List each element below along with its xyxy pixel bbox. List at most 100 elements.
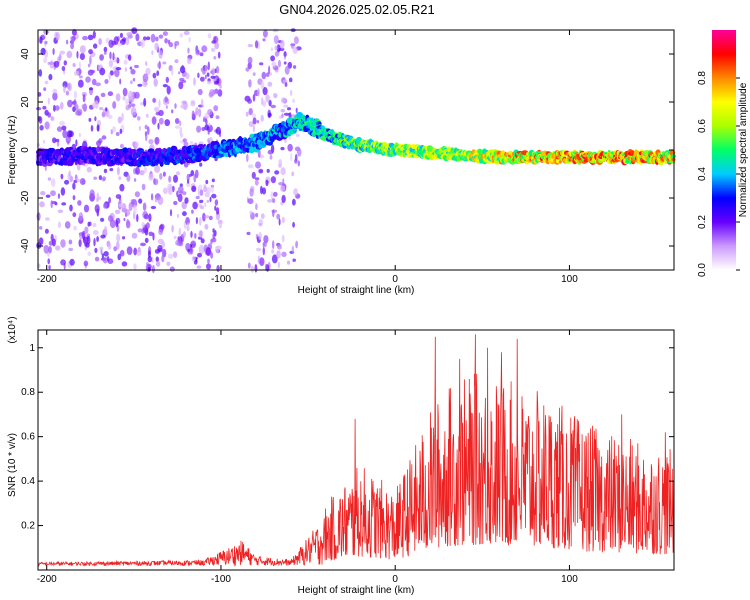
noise-cell: [73, 90, 77, 99]
noise-cell: [116, 166, 120, 176]
y-tick-label: -20: [20, 190, 31, 205]
noise-cell: [176, 213, 180, 219]
noise-cell: [281, 216, 285, 224]
noise-cell: [50, 178, 56, 187]
noise-cell: [140, 242, 146, 247]
noise-cell: [213, 80, 220, 85]
noise-cell: [87, 63, 91, 68]
noise-cell: [204, 74, 207, 80]
noise-cell: [283, 56, 286, 60]
noise-cell: [249, 210, 253, 216]
noise-cell: [182, 231, 186, 238]
noise-cell: [69, 258, 75, 266]
noise-cell: [154, 165, 161, 173]
noise-cell: [164, 38, 168, 44]
noise-cell: [55, 32, 60, 41]
noise-cell: [76, 50, 79, 59]
noise-cell: [284, 82, 288, 87]
noise-cell: [246, 153, 249, 163]
noise-cell: [158, 34, 164, 39]
noise-cell: [171, 68, 174, 76]
noise-cell: [202, 212, 206, 222]
noise-cell: [55, 138, 60, 143]
colorbar-label: Normalized spectral amplitude: [738, 82, 749, 217]
noise-cell: [123, 59, 128, 65]
y-tick-label: 40: [20, 48, 31, 60]
noise-cell: [191, 209, 194, 214]
noise-cell: [38, 69, 43, 77]
noise-cell: [164, 119, 170, 127]
noise-cell: [44, 109, 49, 116]
noise-cell: [187, 222, 190, 230]
noise-cell: [259, 257, 265, 266]
noise-cell: [207, 109, 213, 116]
noise-cell: [276, 250, 281, 259]
noise-cell: [65, 90, 70, 96]
noise-cell: [52, 238, 56, 247]
noise-cell: [198, 217, 202, 226]
noise-cell: [207, 61, 210, 71]
noise-cell: [72, 195, 76, 201]
noise-cell: [165, 105, 168, 109]
noise-cell: [178, 71, 181, 75]
noise-cell: [214, 230, 217, 237]
noise-cell: [278, 159, 283, 167]
noise-cell: [81, 230, 86, 240]
noise-cell: [63, 60, 67, 66]
noise-cell: [108, 196, 111, 204]
colorbar-ticks: 0.0 0.2 0.4 0.6 0.8: [697, 71, 740, 277]
noise-cell: [192, 201, 198, 210]
noise-cell: [56, 126, 63, 132]
noise-cell: [195, 107, 199, 115]
noise-cell: [210, 47, 216, 52]
noise-cell: [279, 115, 282, 120]
noise-cell: [294, 158, 298, 164]
snr-ylabel: SNR (10 * v/v): [7, 433, 18, 497]
noise-cell: [125, 36, 130, 46]
noise-cell: [40, 47, 46, 56]
noise-cell: [295, 240, 298, 249]
noise-cell: [122, 96, 126, 101]
noise-cell: [256, 120, 260, 124]
noise-cell: [290, 43, 294, 49]
noise-cell: [179, 120, 182, 127]
noise-cell: [282, 79, 288, 84]
noise-cell: [118, 176, 122, 181]
noise-cell: [293, 65, 297, 69]
noise-cell: [211, 237, 217, 243]
noise-cell: [107, 91, 114, 97]
noise-cell: [96, 192, 100, 200]
noise-cell: [181, 64, 185, 71]
noise-cell: [215, 126, 221, 135]
noise-cell: [44, 40, 48, 45]
noise-cell: [152, 98, 157, 103]
noise-cell: [183, 141, 189, 147]
y-tick-label: 0.2: [21, 521, 35, 532]
noise-cell: [203, 186, 208, 193]
noise-cell: [270, 47, 273, 52]
noise-cell: [52, 92, 58, 101]
noise-cell: [273, 93, 278, 99]
noise-cell: [195, 169, 199, 179]
noise-cell: [126, 174, 131, 182]
noise-cell: [166, 85, 171, 95]
noise-cell: [105, 107, 108, 112]
noise-cell: [260, 213, 265, 220]
noise-cell: [136, 248, 142, 256]
noise-cell: [96, 140, 102, 147]
noise-cell: [43, 57, 48, 64]
noise-cell: [99, 107, 104, 111]
noise-cell: [117, 253, 122, 261]
noise-cell: [266, 168, 270, 173]
noise-cell: [95, 82, 101, 87]
noise-cell: [103, 251, 109, 257]
noise-cell: [167, 253, 174, 259]
noise-cell: [268, 99, 272, 107]
noise-cell: [115, 132, 120, 136]
colorbar-tick-label: 0.8: [697, 71, 708, 85]
noise-cell: [131, 232, 138, 239]
noise-cell: [119, 249, 125, 257]
noise-cell: [260, 185, 263, 195]
noise-cell: [60, 173, 64, 180]
